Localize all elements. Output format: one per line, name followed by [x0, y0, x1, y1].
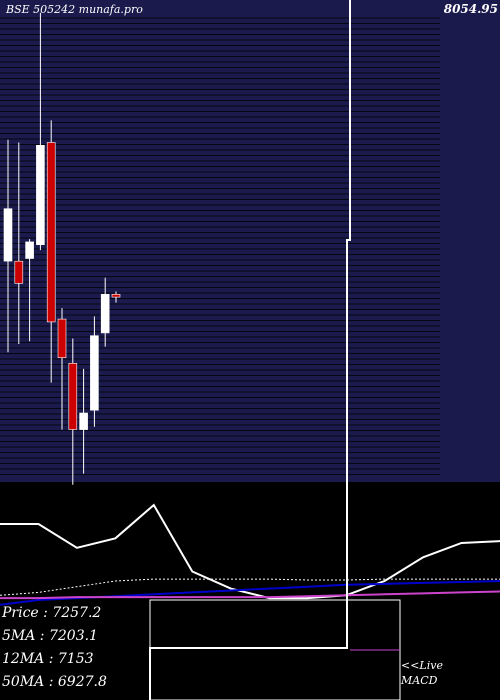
candle-body — [57, 318, 67, 359]
chart-title: BSE 505242 munafa.pro — [6, 3, 143, 16]
indicator-line — [0, 503, 500, 600]
candle-body — [3, 208, 13, 262]
candle-body — [25, 241, 34, 259]
candle-body — [100, 293, 110, 334]
candle-body — [90, 335, 99, 411]
candle-body — [111, 293, 121, 298]
ma5-readout: 5MA : 7203.1 — [2, 628, 98, 644]
price-info-box: Price : 7257.2 5MA : 7203.1 12MA : 7153 … — [2, 602, 149, 698]
candle-body — [36, 145, 45, 246]
candle-body — [14, 260, 24, 284]
ma50-readout: 50MA : 6927.8 — [2, 674, 107, 690]
price-readout: Price : 7257.2 — [2, 605, 102, 621]
live-label[interactable]: <<Live — [401, 659, 443, 672]
price-gridlines — [0, 17, 440, 475]
candle-body — [79, 412, 88, 430]
candle-body — [46, 142, 56, 323]
live-macd-link[interactable]: <<Live MACD — [401, 658, 443, 688]
macd-label[interactable]: MACD — [401, 674, 438, 687]
ma12-readout: 12MA : 7153 — [2, 651, 94, 667]
indicator-line — [0, 590, 500, 600]
candles — [3, 12, 121, 485]
candle-body — [68, 362, 78, 430]
indicator-line — [0, 578, 500, 596]
price-high-label: 8054.95 — [443, 2, 498, 16]
